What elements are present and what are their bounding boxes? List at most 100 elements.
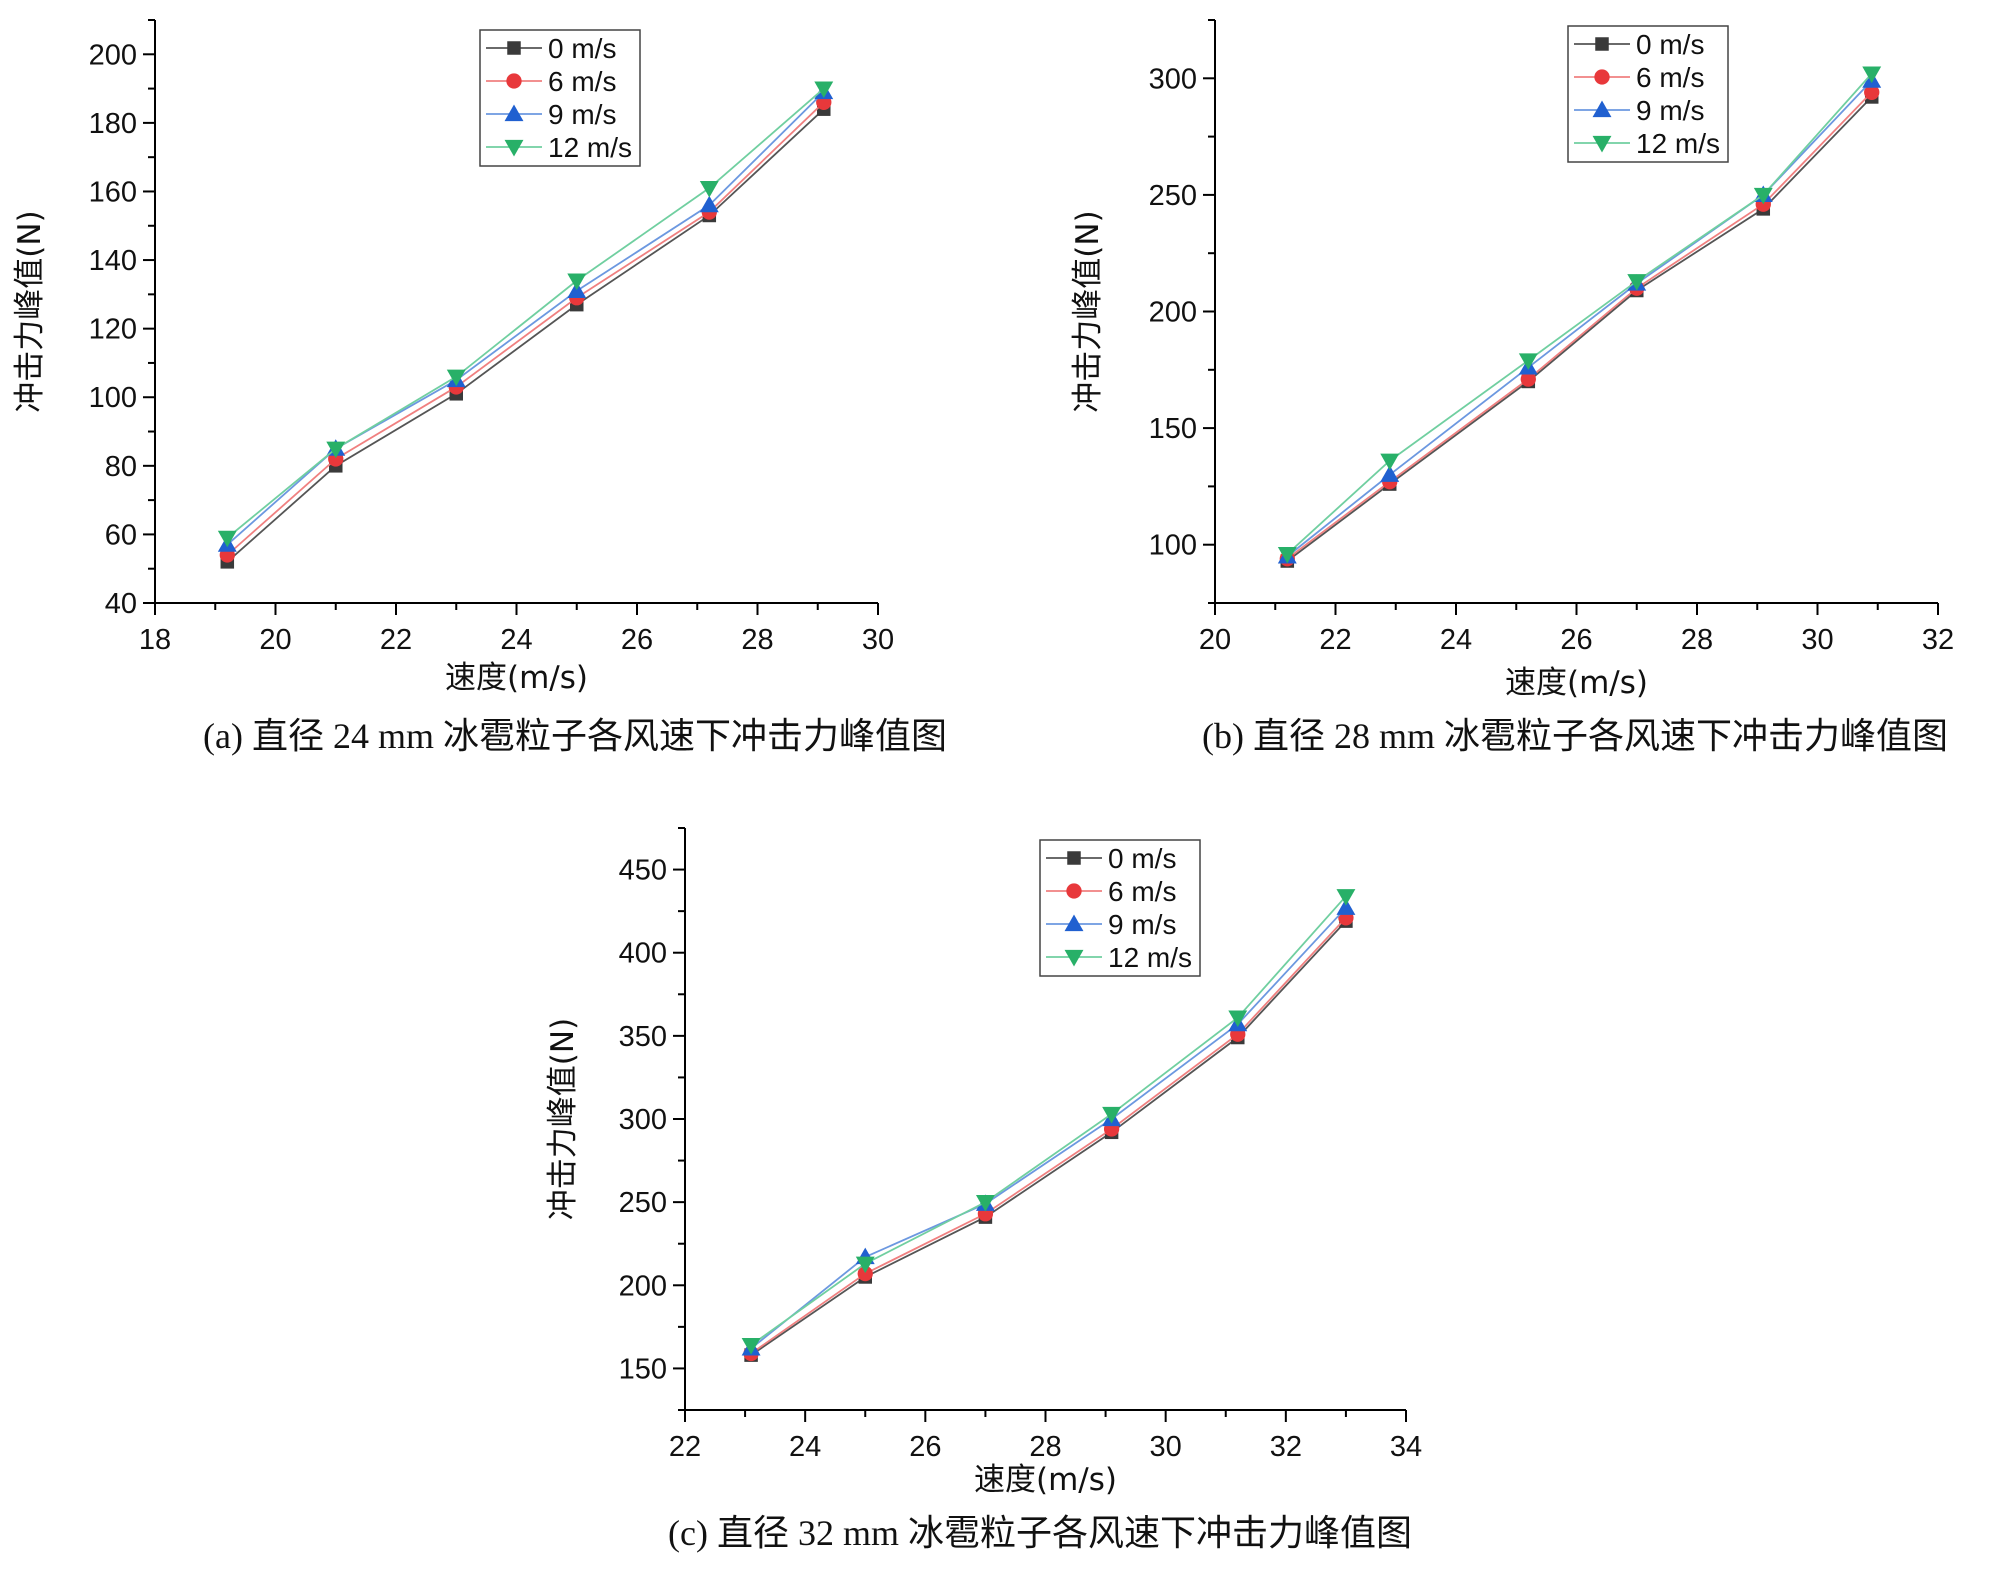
- data-point: [1627, 274, 1647, 291]
- chart-panel-b: 100 150 200 250 300 20 22 24 26 28 30 32 速度(m/s) 冲击力峰…: [1070, 19, 1954, 756]
- legend-entry: 6 m/s: [1108, 876, 1176, 907]
- x-tick-label: 28: [741, 624, 773, 656]
- legend-marker: [1066, 883, 1082, 899]
- series-line-0: [750, 920, 1347, 1356]
- data-point: [567, 273, 587, 291]
- x-tick-label: 30: [862, 624, 894, 656]
- panel-caption: (a) 直径 24 mm 冰雹粒子各风速下冲击力峰值图: [203, 716, 947, 756]
- x-tick-label: 28: [1029, 1431, 1061, 1463]
- series-line-0: [226, 108, 825, 563]
- legend-entry: 12 m/s: [548, 132, 632, 163]
- legend-entry: 6 m/s: [548, 66, 616, 97]
- data-point: [217, 530, 237, 548]
- x-tick-label: 26: [909, 1431, 941, 1463]
- data-point: [1336, 898, 1356, 915]
- legend-entry: 9 m/s: [548, 99, 616, 130]
- x-axis-label: 速度(m/s): [445, 660, 588, 696]
- data-point: [446, 369, 466, 387]
- x-tick-label: 24: [500, 624, 532, 656]
- y-tick-label: 150: [619, 1353, 667, 1385]
- legend-marker: [1067, 851, 1081, 865]
- series-line-2: [750, 907, 1347, 1350]
- legend-marker: [1064, 914, 1084, 932]
- y-tick-label: 140: [89, 245, 137, 277]
- y-tick-label: 160: [89, 176, 137, 208]
- data-point: [1228, 1010, 1248, 1028]
- legend-marker: [1592, 100, 1612, 118]
- series-line-1: [226, 101, 825, 556]
- legend-marker: [504, 139, 524, 157]
- y-tick-label: 80: [105, 451, 137, 483]
- legend-entry: 6 m/s: [1636, 62, 1704, 93]
- x-tick-label: 20: [259, 624, 291, 656]
- data-point: [1380, 453, 1400, 471]
- y-axis-label: 冲击力峰值(N): [12, 210, 48, 412]
- legend-entry: 12 m/s: [1108, 942, 1192, 973]
- x-tick-label: 18: [139, 624, 171, 656]
- y-tick-label: 200: [1149, 297, 1197, 329]
- series-line-0: [1286, 96, 1873, 562]
- data-point: [699, 180, 719, 198]
- legend-entry: 12 m/s: [1636, 128, 1720, 159]
- x-tick-label: 32: [1922, 624, 1954, 656]
- data-point: [1102, 1106, 1122, 1124]
- legend-marker: [1592, 135, 1612, 153]
- data-point: [699, 195, 719, 213]
- x-tick-label: 28: [1681, 624, 1713, 656]
- y-tick-label: 300: [619, 1104, 667, 1136]
- legend-marker: [504, 104, 524, 122]
- y-axis-label: 冲击力峰值(N): [1070, 210, 1106, 412]
- y-tick-label: 450: [619, 855, 667, 887]
- y-axis-label: 冲击力峰值(N): [545, 1018, 581, 1220]
- x-tick-label: 26: [621, 624, 653, 656]
- y-tick-label: 120: [89, 314, 137, 346]
- legend-marker: [1064, 949, 1084, 967]
- y-tick-label: 180: [89, 108, 137, 140]
- y-tick-label: 350: [619, 1021, 667, 1053]
- data-point: [741, 1338, 761, 1355]
- legend-entry: 0 m/s: [1108, 843, 1176, 874]
- y-tick-label: 200: [89, 39, 137, 71]
- x-tick-label: 30: [1801, 624, 1833, 656]
- y-tick-label: 100: [1149, 530, 1197, 562]
- data-point: [1864, 84, 1880, 100]
- y-tick-label: 300: [1149, 63, 1197, 95]
- data-point: [1520, 371, 1536, 387]
- x-tick-label: 24: [789, 1431, 821, 1463]
- x-tick-label: 22: [669, 1431, 701, 1463]
- legend-entry: 9 m/s: [1108, 909, 1176, 940]
- x-tick-label: 22: [380, 624, 412, 656]
- chart-panel-c: 150 200 250 300 350 400 450 22 24 26 28 30 32 34 速度(m/…: [545, 827, 1422, 1553]
- data-point: [975, 1195, 995, 1212]
- data-point: [326, 441, 346, 459]
- y-tick-label: 100: [89, 382, 137, 414]
- series-line-1: [1286, 91, 1873, 560]
- data-point: [1753, 187, 1773, 205]
- x-tick-label: 20: [1199, 624, 1231, 656]
- data-point: [1277, 546, 1297, 564]
- data-point: [1336, 889, 1356, 906]
- legend-entry: 0 m/s: [548, 33, 616, 64]
- panel-caption: (c) 直径 32 mm 冰雹粒子各风速下冲击力峰值图: [668, 1513, 1412, 1553]
- series-line-3: [750, 895, 1347, 1346]
- x-tick-label: 26: [1560, 624, 1592, 656]
- y-tick-label: 60: [105, 519, 137, 551]
- legend-entry: 0 m/s: [1636, 29, 1704, 60]
- x-tick-label: 32: [1270, 1431, 1302, 1463]
- legend-marker: [1594, 69, 1610, 85]
- y-tick-label: 40: [105, 588, 137, 620]
- legend-marker: [506, 73, 522, 89]
- x-tick-label: 30: [1150, 1431, 1182, 1463]
- data-point: [1862, 66, 1882, 84]
- x-axis-label: 速度(m/s): [1505, 665, 1648, 701]
- chart-panel-a: 40 60 80 100 120 140 160 180 200 18 20 22 24 26 28 30 速度…: [12, 19, 947, 756]
- y-tick-label: 200: [619, 1270, 667, 1302]
- data-point: [1518, 353, 1538, 370]
- legend-marker: [1595, 37, 1609, 51]
- y-tick-label: 250: [1149, 180, 1197, 212]
- series-line-3: [1286, 73, 1873, 555]
- series-line-1: [750, 917, 1347, 1355]
- y-tick-label: 250: [619, 1187, 667, 1219]
- panel-caption: (b) 直径 28 mm 冰雹粒子各风速下冲击力峰值图: [1202, 716, 1948, 756]
